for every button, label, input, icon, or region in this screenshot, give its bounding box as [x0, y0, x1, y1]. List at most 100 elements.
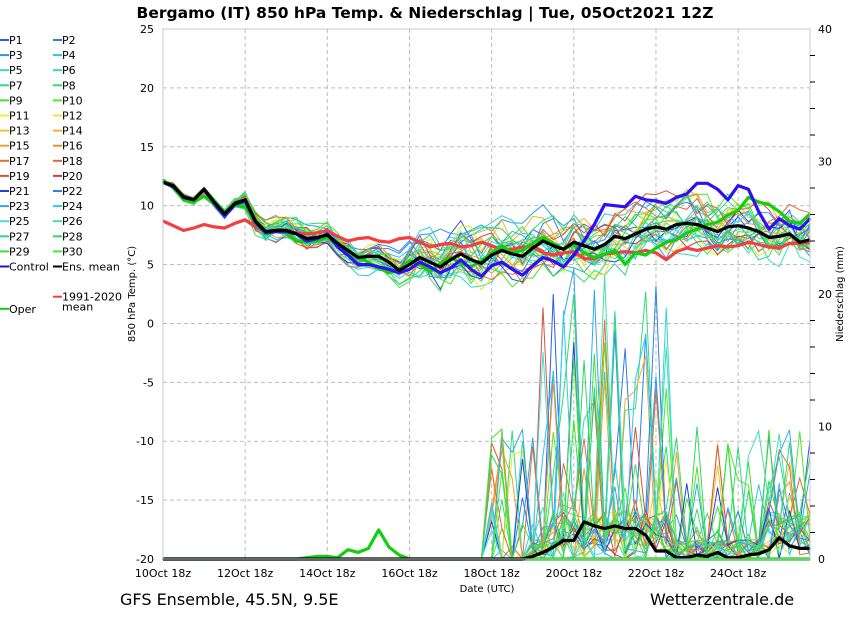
legend-label: P23 [9, 200, 30, 213]
data-point [737, 209, 739, 212]
footer-source: GFS Ensemble, 45.5N, 9.5E [120, 590, 339, 609]
data-point [203, 223, 205, 226]
data-point [747, 196, 750, 199]
x-tick-label: 18Oct 18z [463, 567, 520, 580]
legend-label: P14 [62, 125, 83, 138]
data-point [696, 554, 698, 556]
data-point [521, 274, 524, 277]
data-point [747, 227, 750, 229]
y-tick-label: -15 [136, 494, 154, 507]
data-point [655, 550, 657, 552]
data-point [193, 201, 195, 203]
legend-label: P22 [62, 185, 83, 198]
data-point [655, 247, 657, 249]
data-point [788, 545, 791, 547]
data-point [716, 230, 719, 233]
data-point [768, 228, 770, 230]
data-point [172, 224, 175, 227]
data-point [644, 254, 647, 256]
data-point [429, 246, 431, 248]
data-point [244, 219, 246, 221]
data-point [326, 555, 329, 558]
data-point [388, 546, 390, 548]
data-point [542, 551, 544, 554]
y-tick-label: -5 [143, 376, 154, 389]
data-point [614, 525, 616, 527]
legend-label: P24 [62, 200, 83, 213]
x-tick-label: 22Oct 18z [628, 567, 685, 580]
data-point [603, 243, 606, 246]
data-point [716, 188, 719, 190]
data-point [624, 237, 626, 240]
legend-label: Ens. mean [62, 261, 120, 274]
data-point [573, 241, 575, 243]
data-point [624, 527, 626, 530]
legend-label: P1 [9, 34, 23, 47]
data-point [347, 249, 349, 252]
data-point [675, 239, 678, 241]
data-point [665, 550, 668, 552]
data-point [316, 232, 318, 234]
data-point [778, 210, 780, 213]
data-point [757, 201, 760, 203]
data-point [234, 202, 236, 205]
data-point [788, 242, 791, 245]
data-point [367, 547, 370, 550]
x-tick-label: 14Oct 18z [299, 567, 356, 580]
data-point [727, 556, 729, 559]
data-point [357, 237, 359, 240]
legend-label: P12 [62, 110, 83, 123]
y2-axis-label: Niederschlag (mm) [835, 246, 846, 342]
member-precip-line-p10 [163, 342, 811, 560]
data-point [182, 229, 185, 232]
data-point [347, 548, 349, 551]
data-point [675, 196, 678, 199]
data-point [429, 266, 431, 268]
data-point [408, 263, 411, 266]
data-point [624, 206, 626, 208]
data-point [727, 226, 729, 228]
data-point [336, 235, 339, 238]
data-point [470, 244, 472, 247]
x-tick-label: 10Oct 18z [135, 567, 192, 580]
data-point [182, 199, 185, 201]
data-point [624, 263, 626, 266]
data-point [778, 217, 780, 220]
data-point [634, 233, 637, 235]
data-point [521, 246, 524, 248]
y2-tick-label: 20 [818, 288, 832, 301]
data-point [716, 221, 719, 223]
data-point [685, 556, 688, 559]
legend-label: 1991-2020 [62, 291, 122, 304]
legend-label: P15 [9, 140, 30, 153]
data-point [388, 272, 390, 274]
data-point [521, 255, 524, 258]
data-point [398, 237, 401, 240]
data-point [377, 529, 380, 531]
data-point [665, 259, 668, 261]
data-point [254, 220, 257, 222]
data-point [696, 249, 698, 252]
data-point [357, 551, 359, 554]
data-point [788, 233, 791, 235]
legend-label: Oper [9, 303, 36, 316]
y-tick-label: 20 [140, 82, 154, 95]
member-precip-line-p1 [163, 293, 811, 560]
legend-label: P3 [9, 49, 23, 62]
data-point [316, 240, 318, 242]
data-point [644, 228, 647, 230]
data-point [336, 246, 339, 248]
y-tick-label: 0 [147, 317, 154, 330]
data-point [398, 269, 401, 272]
data-point [747, 241, 750, 243]
data-point [706, 247, 709, 249]
data-point [634, 252, 637, 254]
x-tick-label: 12Oct 18z [217, 567, 274, 580]
data-point [418, 256, 421, 259]
data-point [305, 240, 308, 242]
legend-label: P25 [9, 215, 30, 228]
legend-label: P19 [9, 170, 30, 183]
data-point [706, 227, 709, 229]
data-point [418, 261, 421, 264]
